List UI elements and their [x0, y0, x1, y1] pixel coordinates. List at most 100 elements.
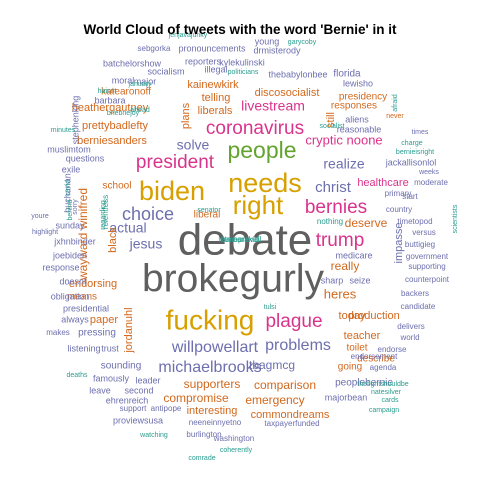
word-wayward-winifred: wayward winifred — [76, 188, 90, 281]
word-paper: paper — [90, 314, 118, 326]
word-questions: questions — [66, 153, 105, 163]
word-means: means — [67, 292, 97, 303]
word-endorsement: endorsement — [351, 352, 398, 361]
word-timetopod: timetopod — [397, 217, 432, 226]
word-trust: trust — [101, 343, 119, 353]
word-leave: leave — [89, 385, 111, 395]
word-brokegurly: brokegurly — [142, 257, 325, 300]
word-sharp: sharp — [321, 275, 344, 285]
word-famously: famously — [93, 373, 130, 383]
word-pressing: pressing — [78, 328, 116, 339]
word-doesnt: doesnt — [59, 276, 87, 286]
word-really: really — [331, 259, 360, 273]
word-regarding: regarding — [100, 200, 107, 230]
word-president: president — [136, 152, 215, 173]
word-garycoby: garycoby — [288, 39, 317, 46]
word-choice: choice — [122, 204, 174, 224]
word-never: never — [386, 113, 404, 120]
word-biden: biden — [139, 176, 205, 206]
word-nothing: nothing — [317, 217, 343, 226]
word-interesting: interesting — [187, 405, 238, 417]
word-jesus: jesus — [129, 236, 163, 252]
word-tbagmcg: tbagmcg — [249, 358, 295, 372]
word-kainewkirk: kainewkirk — [187, 79, 239, 91]
word-neeneinnyetno: neeneinnyetno — [189, 418, 242, 427]
word-haisnt: haisnt — [98, 88, 117, 95]
word-reasonable: reasonable — [337, 124, 382, 134]
word-government: government — [406, 252, 449, 261]
word-heres: heres — [324, 286, 357, 301]
word-aliens: aliens — [345, 114, 369, 124]
word-fucking: fucking — [166, 304, 255, 335]
word-behind: behind — [67, 199, 74, 220]
word-trump: trump — [316, 230, 365, 251]
word-covid: covid — [65, 180, 72, 196]
word-taxpayerfunded: taxpayerfunded — [264, 419, 319, 428]
word-lewisho: lewisho — [343, 78, 373, 88]
word-watching: watching — [139, 432, 168, 439]
word-charge: charge — [401, 140, 423, 147]
word-thefightshouldbe: thefightshouldbe — [357, 381, 408, 388]
word-major: major — [134, 76, 157, 86]
word-senator: senator — [197, 207, 221, 214]
word-barbara: barbara — [94, 95, 125, 105]
word-emergency: emergency — [245, 393, 304, 407]
word-muslimtom: muslimtom — [47, 144, 91, 154]
word-burlington: burlington — [186, 430, 221, 439]
word-production: production — [348, 310, 399, 322]
word-always: always — [61, 314, 89, 324]
word-cards: cards — [381, 397, 399, 404]
word-livestream: livestream — [241, 98, 305, 114]
word-leader: leader — [135, 375, 160, 385]
word-letmeprevail: letmeprevail — [218, 235, 261, 244]
word-counterpoint: counterpoint — [405, 275, 450, 284]
word-endorse: endorse — [378, 345, 407, 354]
word-jxhnbinder: jxhnbinder — [53, 236, 96, 246]
word-deserve: deserve — [345, 216, 388, 230]
word-barbarakid: barbarakid — [221, 235, 259, 244]
word-willpowellart: willpowellart — [171, 339, 259, 356]
word-cryptic-noone: cryptic noone — [305, 132, 382, 147]
word-ehrenreich: ehrenreich — [106, 395, 149, 405]
word-listening: listening — [67, 343, 100, 353]
word-endorsing: endorsing — [69, 278, 117, 290]
word-christ: christ — [315, 179, 352, 196]
word-school: school — [103, 181, 132, 192]
word-supporting: supporting — [408, 262, 445, 271]
word-jenjavajunky: jenjavajunky — [168, 32, 208, 39]
word-pronouncements: pronouncements — [178, 43, 246, 53]
word-socialism: socialism — [147, 66, 184, 76]
word-reporters: reporters — [185, 56, 222, 66]
word-country: country — [386, 205, 412, 214]
word-sebgorka: sebgorka — [138, 44, 171, 53]
word-plans: plans — [180, 102, 192, 129]
word-needs: needs — [228, 168, 302, 198]
word-going: going — [338, 362, 362, 373]
word-response: response — [42, 262, 79, 272]
word-stephenking: stephenking — [70, 96, 80, 145]
word-ahead: ahead — [130, 107, 150, 114]
word-sunday: sunday — [55, 220, 85, 230]
word-actual: actual — [109, 220, 146, 236]
word-impasse: impasse — [393, 223, 405, 264]
word-solve: solve — [177, 137, 210, 153]
word-youre: youre — [31, 213, 49, 220]
word-florida: florida — [333, 69, 361, 80]
word-washington: washington — [213, 434, 254, 443]
word-moral: moral — [112, 75, 135, 85]
word-people: people — [227, 137, 296, 163]
word-prettybadlefty: prettybadlefty — [82, 120, 149, 132]
word-afraid: afraid — [392, 94, 399, 112]
word-medicare: medicare — [335, 250, 372, 260]
word-responses: responses — [331, 101, 377, 112]
word-teacher: teacher — [344, 330, 381, 342]
word-supporters: supporters — [184, 377, 241, 391]
word-black: black — [107, 227, 119, 253]
word-kylekulinski: kylekulinski — [219, 57, 265, 67]
word-comparison: comparison — [254, 378, 316, 392]
word-comrade: comrade — [188, 455, 215, 462]
word-briebriejoy: briebriejoy — [107, 110, 140, 117]
word-today: today — [339, 310, 366, 322]
